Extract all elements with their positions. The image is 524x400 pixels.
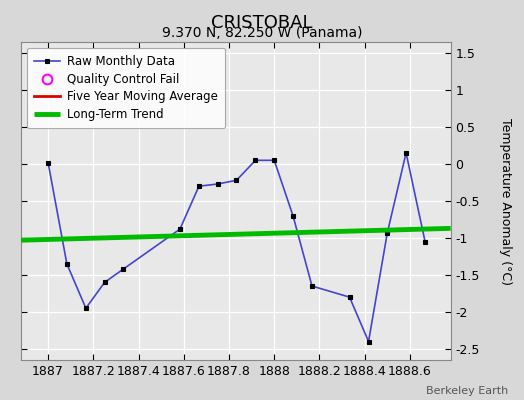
Raw Monthly Data — [83, 306, 89, 311]
Raw Monthly Data — [365, 339, 372, 344]
Raw Monthly Data — [177, 227, 183, 232]
Raw Monthly Data — [45, 160, 51, 165]
Raw Monthly Data — [309, 284, 315, 288]
Text: 9.370 N, 82.250 W (Panama): 9.370 N, 82.250 W (Panama) — [162, 26, 362, 40]
Raw Monthly Data — [271, 158, 277, 163]
Legend: Raw Monthly Data, Quality Control Fail, Five Year Moving Average, Long-Term Tren: Raw Monthly Data, Quality Control Fail, … — [27, 48, 225, 128]
Raw Monthly Data — [121, 267, 127, 272]
Raw Monthly Data — [346, 295, 353, 300]
Raw Monthly Data — [233, 178, 239, 183]
Raw Monthly Data — [384, 230, 390, 235]
Y-axis label: Temperature Anomaly (°C): Temperature Anomaly (°C) — [499, 118, 512, 284]
Raw Monthly Data — [64, 262, 70, 266]
Raw Monthly Data — [214, 182, 221, 186]
Raw Monthly Data — [403, 150, 409, 155]
Text: Berkeley Earth: Berkeley Earth — [426, 386, 508, 396]
Raw Monthly Data — [290, 213, 296, 218]
Raw Monthly Data — [102, 280, 108, 285]
Raw Monthly Data — [422, 239, 428, 244]
Text: CRISTOBAL: CRISTOBAL — [211, 14, 313, 32]
Raw Monthly Data — [196, 184, 202, 189]
Line: Raw Monthly Data: Raw Monthly Data — [46, 150, 428, 344]
Raw Monthly Data — [253, 158, 259, 163]
